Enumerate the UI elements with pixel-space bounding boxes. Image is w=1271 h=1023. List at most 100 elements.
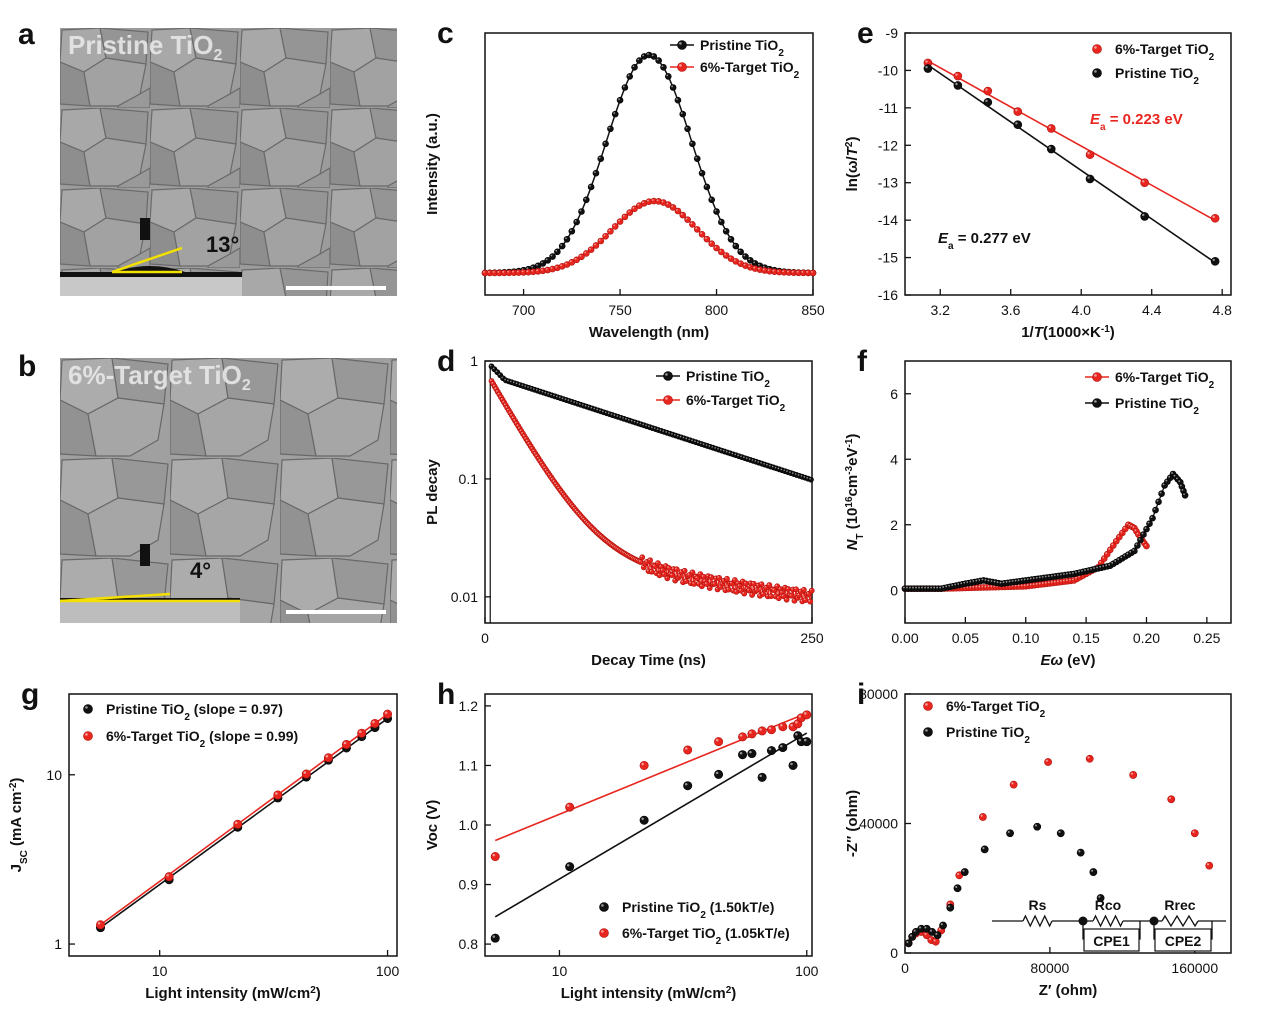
panel-f-point-highlight — [969, 580, 972, 583]
panel-c-point-highlight — [526, 267, 529, 269]
panel-i-data-point — [960, 868, 969, 876]
panel-c-point-highlight — [738, 261, 741, 264]
panel-d-data-point — [711, 581, 718, 587]
panel-d-point-highlight — [639, 422, 642, 425]
panel-d-point-highlight — [492, 367, 495, 370]
panel-c-xtick-label: 800 — [705, 302, 729, 318]
panel-d-point-highlight — [739, 588, 741, 591]
panel-f-point-highlight — [972, 585, 975, 588]
panel-d-point-highlight — [527, 386, 529, 388]
panel-f-point-highlight — [1029, 577, 1032, 580]
panel-c-point-highlight — [603, 141, 606, 144]
panel-c-point-highlight — [608, 229, 611, 232]
panel-d-point-highlight — [502, 400, 504, 403]
panel-d-point-highlight — [501, 376, 503, 379]
panel-d-point-highlight — [780, 591, 782, 593]
panel-f-point-highlight — [1084, 569, 1086, 571]
panel-c-point-highlight — [642, 201, 645, 204]
panel-c-point-highlight — [757, 263, 760, 266]
panel-c-data-point — [732, 242, 740, 250]
panel-e-ytick-label: -13 — [878, 175, 898, 191]
panel-f-xtick-label: 0.10 — [1012, 630, 1039, 646]
sem-image-target: 6%-Target TiO2 4° — [60, 358, 397, 623]
panel-d-data-point — [807, 598, 814, 605]
panel-d-point-highlight — [687, 573, 690, 575]
panel-c-point-highlight — [627, 210, 630, 213]
panel-c-data-point — [611, 110, 619, 118]
panel-d-point-highlight — [489, 379, 492, 381]
panel-f-point-highlight — [1132, 549, 1135, 551]
panel-c-point-highlight — [545, 258, 548, 261]
panel-g-data-point — [83, 731, 93, 741]
panel-c-point-highlight — [589, 185, 591, 187]
panel-e-point-highlight — [925, 65, 928, 69]
panel-d-series-line — [490, 380, 813, 602]
panel-d-point-highlight — [645, 424, 647, 427]
panel-c-data-point — [660, 64, 667, 71]
panel-c-data-point — [689, 140, 696, 148]
panel-f-point-highlight — [909, 586, 911, 589]
panel-e-legend-label: Pristine TiO2 — [1115, 65, 1199, 87]
panel-f-point-highlight — [936, 586, 939, 589]
panel-g-axes: g 10 100 1 10 Light intensity (mW/cm2) JSC (mA… — [8, 678, 400, 1002]
panel-d-data-point — [724, 575, 730, 582]
panel-d-point-highlight — [725, 577, 727, 579]
panel-d-point-highlight — [553, 394, 555, 397]
panel-e-ytick-label: -11 — [879, 100, 898, 116]
panel-d-point-highlight — [808, 599, 811, 602]
panel-f-data-point — [1143, 525, 1150, 533]
panel-f-point-highlight — [999, 581, 1002, 584]
panel-g-point-highlight — [275, 792, 278, 795]
panel-c-data-point — [611, 223, 619, 230]
panel-d-point-highlight — [662, 430, 665, 432]
panel-h-data-point — [738, 732, 748, 742]
panel-f-point-highlight — [1020, 584, 1023, 587]
panel-c-data-point — [708, 240, 716, 248]
panel-c-point-highlight — [647, 199, 649, 202]
panel-d-data-point — [793, 586, 799, 593]
panel-c-data-point — [602, 140, 609, 148]
panel-c-point-highlight — [622, 214, 625, 217]
grain-texture-a — [60, 28, 397, 296]
panel-d-point-highlight — [791, 587, 793, 590]
panel-i-point-highlight — [938, 927, 942, 931]
panel-c-point-highlight — [733, 244, 736, 246]
panel-h-data-point — [639, 815, 649, 825]
panel-d-point-highlight — [748, 458, 751, 460]
panel-h-point-highlight — [684, 747, 688, 750]
panel-d-point-highlight — [743, 456, 745, 458]
panel-d-point-highlight — [697, 441, 699, 443]
panel-d-point-highlight — [636, 421, 639, 424]
panel-d-point-highlight — [664, 564, 666, 566]
panel-h-data-point — [714, 737, 724, 747]
panel-f-point-highlight — [966, 581, 969, 584]
panel-h-legend-label: 6%-Target TiO2 (1.05kT/e) — [622, 925, 790, 947]
panel-h-ytick-label: 1.2 — [459, 698, 479, 714]
panel-e-xtick-label: 3.6 — [1001, 302, 1021, 318]
panel-d-point-highlight — [768, 464, 771, 467]
panel-c-data-point — [582, 196, 590, 204]
panel-f-point-highlight — [987, 585, 990, 588]
panel-letter-b: b — [18, 350, 37, 383]
panel-d-point-highlight — [731, 452, 734, 455]
panel-d-point-highlight — [806, 476, 808, 479]
panel-d-point-highlight — [715, 587, 718, 590]
panel-d-point-highlight — [685, 437, 688, 440]
panel-d-point-highlight — [690, 570, 693, 573]
panel-f-ytick-label: 4 — [890, 451, 898, 467]
panel-c-point-highlight — [671, 205, 673, 208]
panel-d-data-point — [800, 586, 807, 593]
panel-h-data-point — [757, 772, 767, 782]
panel-e-data-point — [953, 71, 963, 81]
panel-e-point-highlight — [985, 99, 988, 103]
panel-d-point-highlight — [540, 461, 542, 464]
panel-f-point-highlight — [987, 579, 990, 582]
panel-e-annotation-black: Ea = 0.277 eV — [938, 230, 1031, 252]
panel-h-point-highlight — [566, 863, 570, 867]
panel-d-point-highlight — [530, 387, 532, 389]
panel-f-point-highlight — [1050, 581, 1053, 583]
panel-f-point-highlight — [1144, 544, 1147, 546]
contact-angle-label-a: 13° — [206, 232, 240, 257]
panel-c-point-highlight — [743, 263, 746, 266]
panel-d-point-highlight — [660, 568, 663, 571]
